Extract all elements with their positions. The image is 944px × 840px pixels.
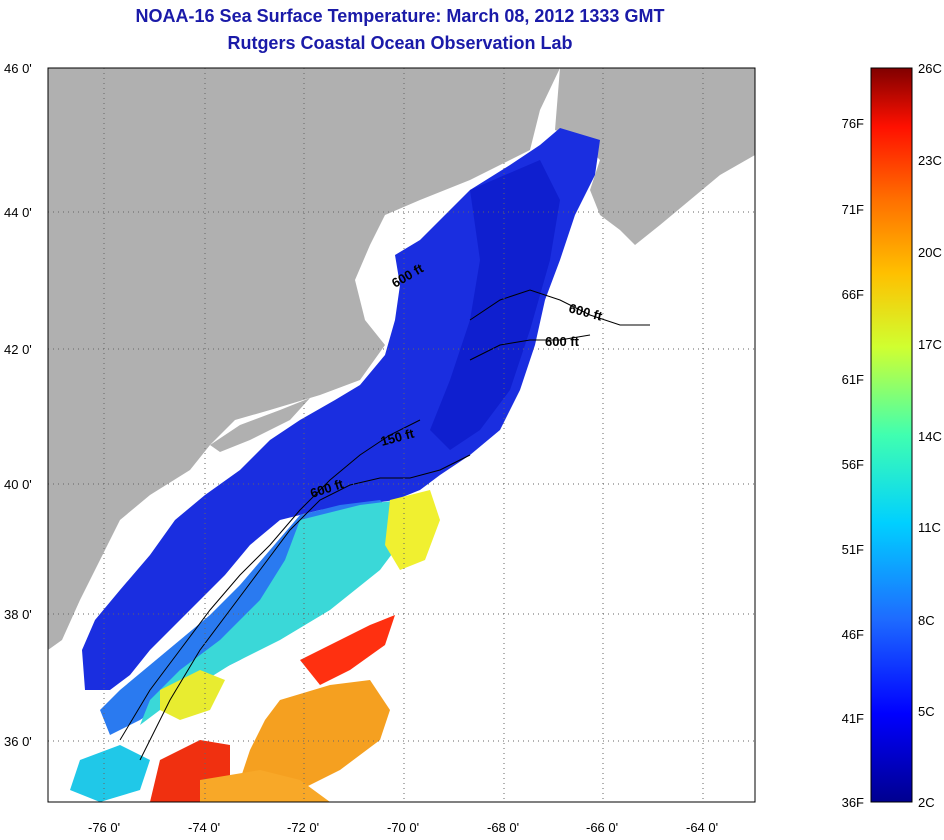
land-long-island xyxy=(210,398,310,452)
sst-gulf-stream xyxy=(300,615,395,685)
land-canada-maritimes xyxy=(555,68,755,245)
colorbar-label-f: 76F xyxy=(842,116,864,131)
colorbar-label-f: 66F xyxy=(842,287,864,302)
sst-gulf-stream-orange-south xyxy=(200,770,330,802)
lon-label: -68 0' xyxy=(487,820,519,835)
map-subtitle: Rutgers Coastal Ocean Observation Lab xyxy=(227,33,573,53)
colorbar-label-f: 51F xyxy=(842,542,864,557)
colorbar-label-f: 46F xyxy=(842,627,864,642)
lat-label: 38 0' xyxy=(4,607,32,622)
sst-cold-water-deep xyxy=(430,160,560,450)
sst-coastal-cyan xyxy=(70,745,150,802)
colorbar-label-f: 71F xyxy=(842,202,864,217)
colorbar-label-c: 17C xyxy=(918,337,942,352)
contour-150ft xyxy=(119,419,421,741)
sst-cold-water xyxy=(82,128,600,690)
sst-slope-water xyxy=(140,500,410,725)
colorbar-label-f: 61F xyxy=(842,372,864,387)
colorbar-label-c: 26C xyxy=(918,61,942,76)
colorbar-label-c: 20C xyxy=(918,245,942,260)
lon-label: -74 0' xyxy=(188,820,220,835)
colorbar-label-f: 36F xyxy=(842,795,864,810)
colorbar-label-f: 56F xyxy=(842,457,864,472)
colorbar-label-f: 41F xyxy=(842,711,864,726)
colorbar-label-c: 8C xyxy=(918,613,935,628)
colorbar-label-c: 11C xyxy=(918,520,941,535)
map-title: NOAA-16 Sea Surface Temperature: March 0… xyxy=(135,6,665,26)
colorbar-label-c: 5C xyxy=(918,704,935,719)
lon-label: -72 0' xyxy=(287,820,319,835)
sst-gulf-stream-orange xyxy=(240,680,390,800)
contour-600ft-georges xyxy=(469,334,591,361)
contour-600ft-shelf xyxy=(139,454,471,761)
map-frame xyxy=(47,67,756,803)
sst-warm-patch-1 xyxy=(385,490,440,570)
lat-label: 46 0' xyxy=(4,61,32,76)
colorbar-label-c: 14C xyxy=(918,429,942,444)
map-area: 600 ft 600 ft 150 ft 600 ft 600 ft xyxy=(48,68,755,802)
contour-label-600ft-3: 600 ft xyxy=(545,334,580,349)
lon-label: -70 0' xyxy=(387,820,419,835)
lat-label: 40 0' xyxy=(4,477,32,492)
lat-label: 42 0' xyxy=(4,342,32,357)
colorbar-label-c: 23C xyxy=(918,153,942,168)
lat-label: 44 0' xyxy=(4,205,32,220)
sst-warm-patch-2 xyxy=(160,670,225,720)
colorbar xyxy=(870,67,913,803)
contour-600ft-gulf-maine xyxy=(469,289,650,326)
colorbar-label-c: 2C xyxy=(918,795,935,810)
lon-label: -76 0' xyxy=(88,820,120,835)
lon-label: -64 0' xyxy=(686,820,718,835)
lon-label: -66 0' xyxy=(586,820,618,835)
lat-label: 36 0' xyxy=(4,734,32,749)
